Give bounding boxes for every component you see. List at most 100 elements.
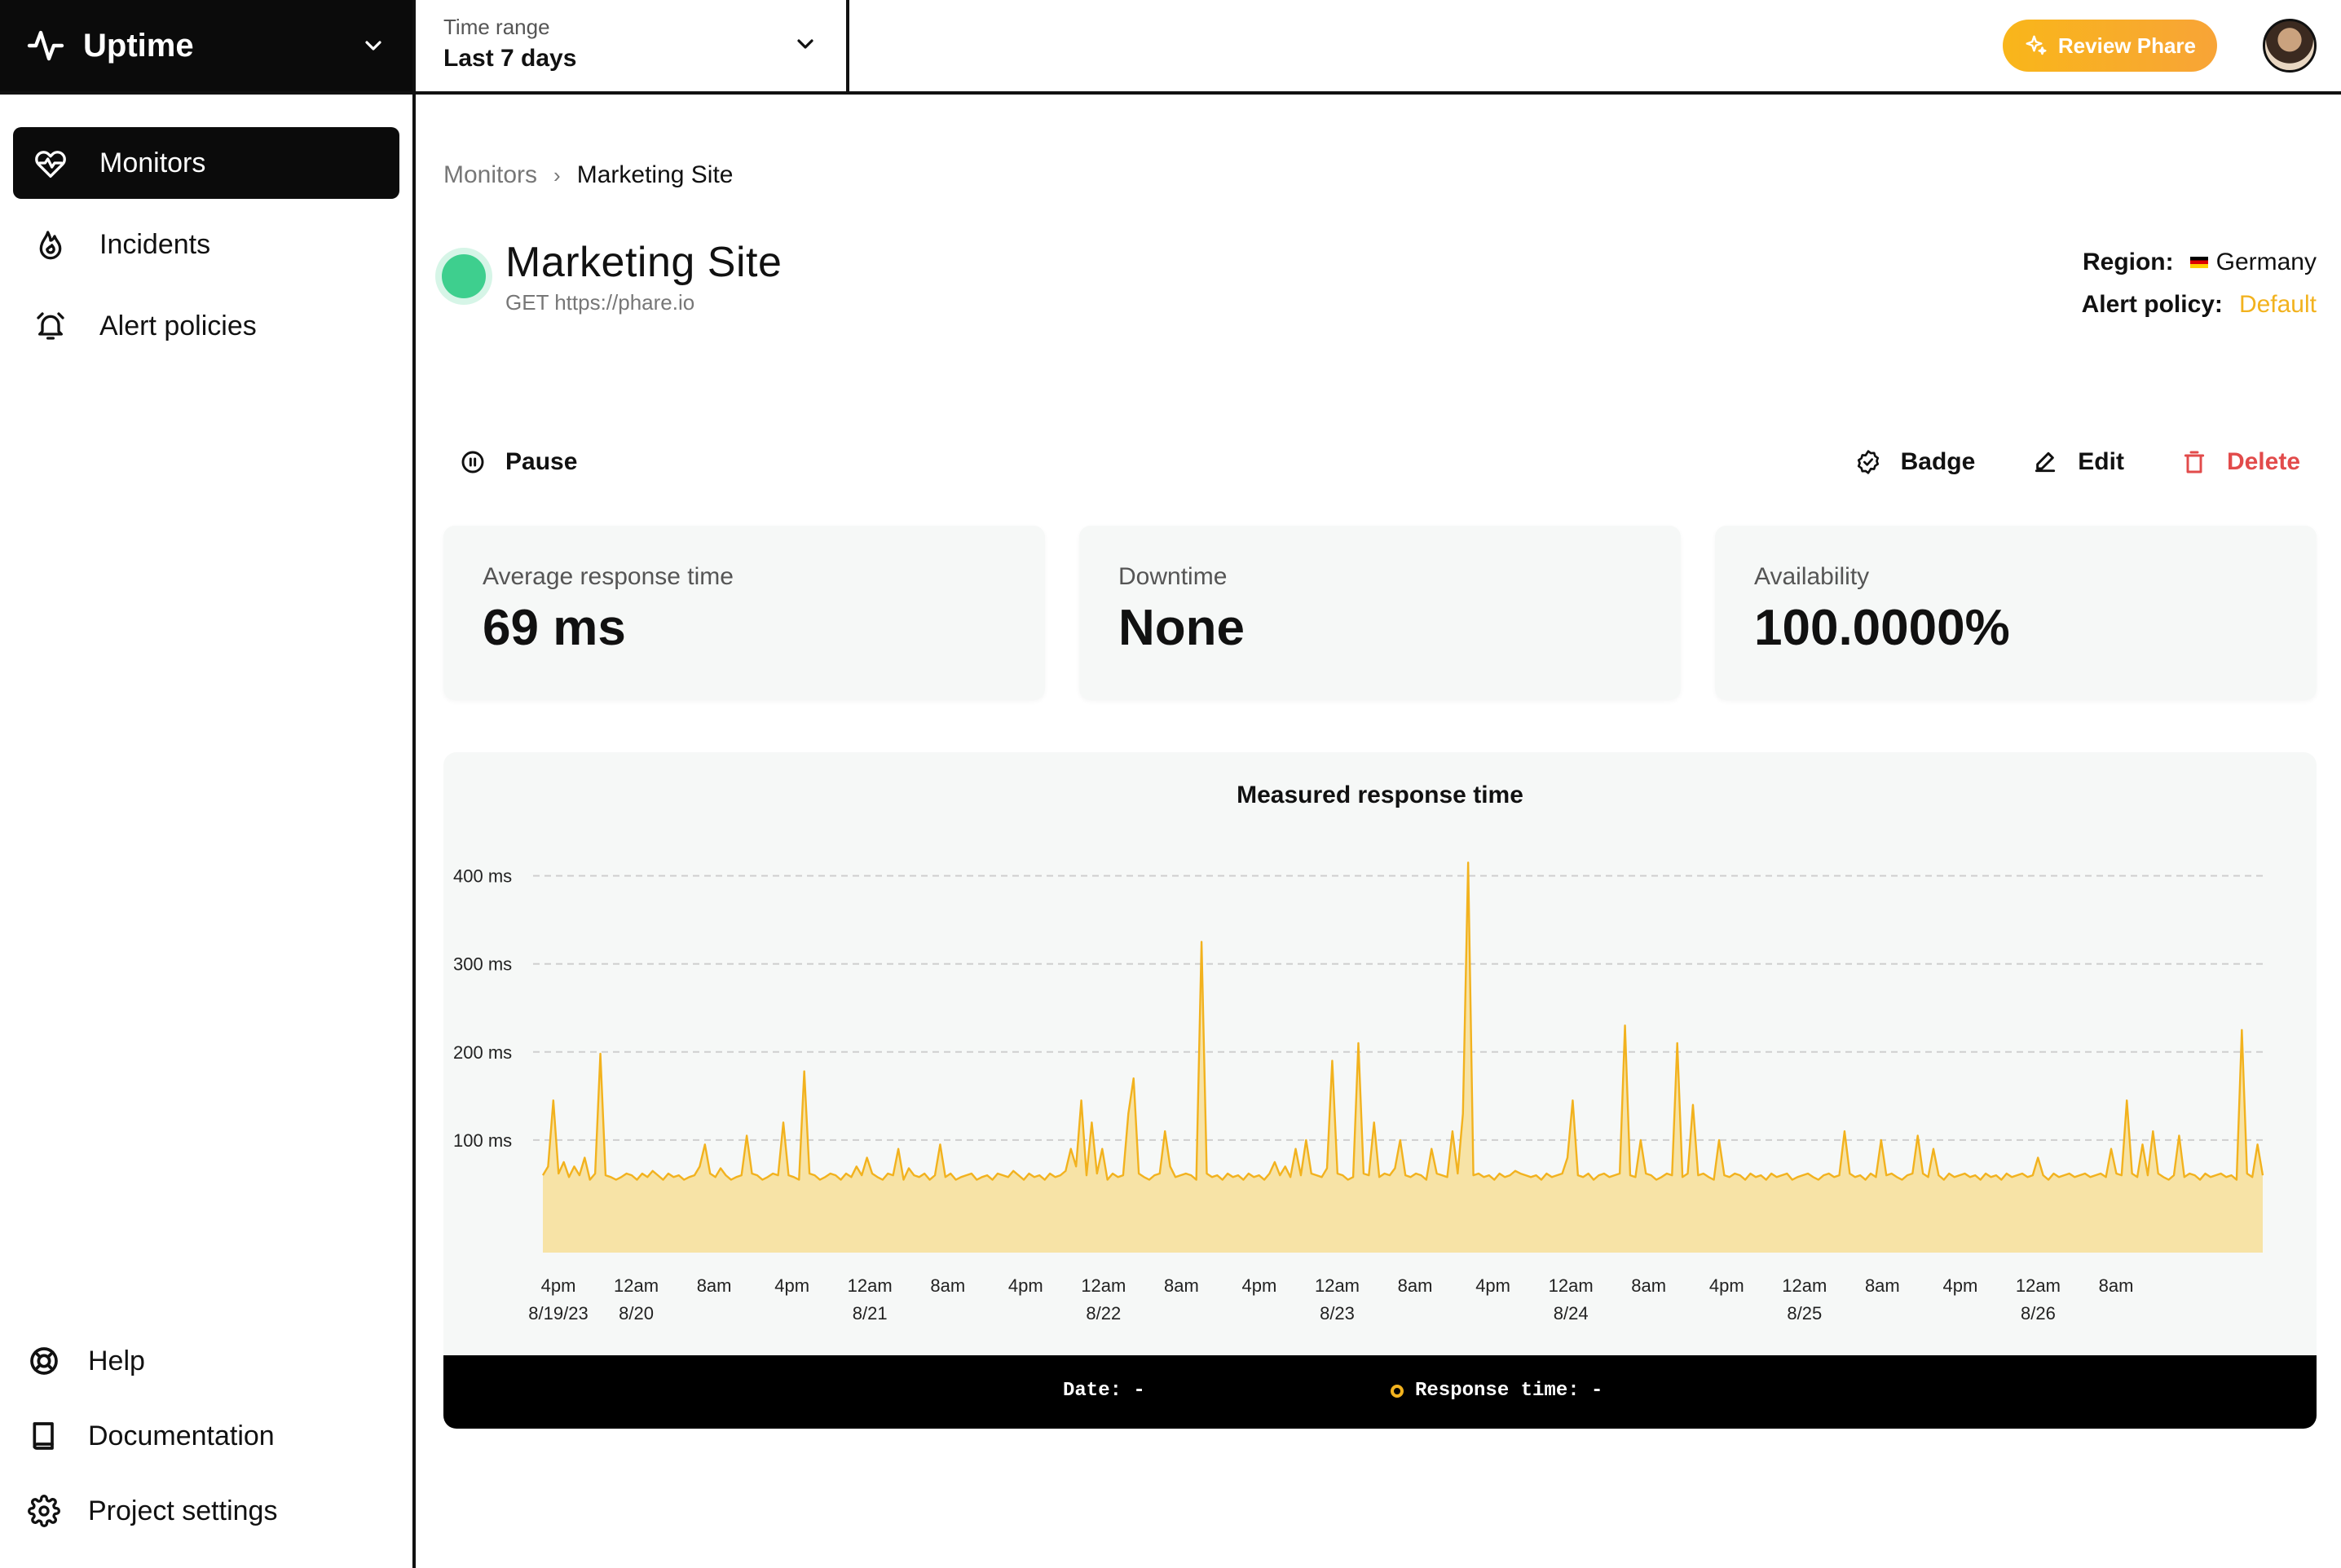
- heart-pulse-icon: [35, 151, 66, 178]
- stat-value: 100.0000%: [1754, 600, 2010, 656]
- stat-label: Downtime: [1118, 563, 1228, 590]
- badge-label: Badge: [1900, 448, 1976, 475]
- main-nav: Monitors Incidents Alert policies: [0, 95, 412, 362]
- x-tick-label: 12am: [1315, 1275, 1360, 1296]
- user-avatar[interactable]: [2263, 19, 2317, 73]
- x-tick-label: 12am: [848, 1275, 893, 1296]
- x-tick-label: 8am: [1865, 1275, 1900, 1296]
- x-tick-date-label: 8/26: [2021, 1303, 2056, 1324]
- delete-label: Delete: [2226, 448, 2300, 475]
- x-tick-label: 12am: [614, 1275, 659, 1296]
- breadcrumb-monitors-link[interactable]: Monitors: [443, 161, 538, 188]
- alert-policy-link[interactable]: Default: [2238, 291, 2317, 318]
- chart-title: Measured response time: [1237, 782, 1523, 808]
- sidebar-item-label: Monitors: [99, 147, 206, 178]
- sidebar-item-label: Incidents: [99, 228, 211, 260]
- monitor-title-block: Marketing Site GET https://phare.io: [505, 238, 782, 315]
- topbar: Time range Last 7 days Review Phare: [416, 0, 2341, 95]
- monitor-header: Marketing Site GET https://phare.io Regi…: [442, 238, 2317, 318]
- x-tick-label: 4pm: [774, 1275, 809, 1296]
- stat-label: Average response time: [483, 563, 734, 590]
- tooltip-response-value: -: [1591, 1380, 1603, 1402]
- x-tick-date-label: 8/24: [1554, 1303, 1589, 1324]
- x-tick-label: 12am: [1549, 1275, 1594, 1296]
- badge-button[interactable]: Badge: [1855, 448, 1976, 476]
- review-phare-label: Review Phare: [2057, 33, 2196, 58]
- main-content: Monitors › Marketing Site Marketing Site…: [419, 98, 2341, 1568]
- stat-card-avg-response: Average response time 69 ms: [443, 526, 1045, 700]
- response-time-chart-card: Measured response time 100 ms 200 ms 300 m…: [443, 752, 2317, 1429]
- x-tick-date-label: 8/20: [619, 1303, 654, 1324]
- project-switcher[interactable]: Uptime: [0, 0, 412, 95]
- series-dot-icon: [1391, 1384, 1404, 1398]
- x-tick-label: 4pm: [1242, 1275, 1277, 1296]
- x-tick-label: 12am: [1782, 1275, 1827, 1296]
- pause-icon: [461, 451, 484, 473]
- monitor-meta: Region: Germany Alert policy: Default: [2082, 241, 2317, 326]
- sidebar: Uptime Monitors Incidents Alert policies…: [0, 0, 416, 1568]
- sidebar-item-label: Documentation: [88, 1420, 275, 1451]
- book-icon: [33, 1422, 54, 1450]
- breadcrumb: Monitors › Marketing Site: [443, 161, 2317, 189]
- x-tick-label: 8am: [1398, 1275, 1433, 1296]
- stat-label: Availability: [1754, 563, 1870, 590]
- delete-button[interactable]: Delete: [2181, 448, 2300, 476]
- germany-flag-icon: [2189, 257, 2208, 268]
- flame-icon: [39, 231, 62, 260]
- y-tick-label: 100 ms: [453, 1130, 512, 1151]
- x-tick-label: 4pm: [1943, 1275, 1978, 1296]
- secondary-nav: Help Documentation Project settings: [0, 1324, 412, 1568]
- stat-value: None: [1118, 600, 1245, 656]
- chart-tooltip-bar: Date: - Response time: -: [443, 1355, 2317, 1429]
- x-tick-label: 8am: [930, 1275, 965, 1296]
- x-tick-label: 4pm: [541, 1275, 576, 1296]
- tooltip-response-label: Response time:: [1415, 1380, 1580, 1402]
- sidebar-item-project-settings[interactable]: Project settings: [24, 1473, 399, 1548]
- tooltip-response: Response time: -: [1391, 1380, 1603, 1402]
- x-tick-date-label: 8/22: [1086, 1303, 1121, 1324]
- y-tick-label: 200 ms: [453, 1042, 512, 1063]
- sidebar-item-label: Project settings: [88, 1495, 278, 1526]
- sidebar-item-alert-policies[interactable]: Alert policies: [13, 290, 399, 362]
- response-time-area: [543, 862, 2263, 1253]
- edit-button[interactable]: Edit: [2032, 448, 2124, 476]
- pencil-icon: [2035, 451, 2056, 473]
- x-tick-label: 8am: [1631, 1275, 1666, 1296]
- sparkles-icon: [2026, 35, 2047, 55]
- page-title: Marketing Site: [505, 239, 783, 286]
- activity-icon: [27, 30, 64, 61]
- y-tick-label: 400 ms: [453, 866, 512, 887]
- response-time-chart[interactable]: 100 ms 200 ms 300 ms 400 ms 4pm 8/19/23 12am 8/…: [443, 834, 2317, 1339]
- sidebar-item-documentation[interactable]: Documentation: [24, 1398, 399, 1473]
- y-tick-label: 300 ms: [453, 954, 512, 975]
- x-tick-label: 4pm: [1008, 1275, 1043, 1296]
- pause-button[interactable]: Pause: [460, 448, 577, 476]
- time-range-select[interactable]: Time range Last 7 days: [416, 0, 849, 91]
- sidebar-item-incidents[interactable]: Incidents: [13, 209, 399, 280]
- tooltip-date-value: -: [1133, 1380, 1145, 1402]
- breadcrumb-current: Marketing Site: [576, 161, 734, 188]
- x-tick-label: 8am: [2099, 1275, 2134, 1296]
- x-tick-date-label: 8/23: [1320, 1303, 1355, 1324]
- trash-icon: [2184, 451, 2205, 473]
- monitor-actions: Pause Badge Edit Delete: [443, 438, 2317, 487]
- project-name: Uptime: [83, 27, 194, 64]
- stat-value: 69 ms: [483, 600, 626, 656]
- x-tick-label: 4pm: [1709, 1275, 1744, 1296]
- pause-label: Pause: [505, 448, 578, 475]
- alert-policy-label: Alert policy:: [2081, 291, 2223, 318]
- review-phare-button[interactable]: Review Phare: [2002, 20, 2217, 72]
- region-row: Region: Germany: [2082, 241, 2317, 284]
- tooltip-date-label: Date:: [1063, 1380, 1122, 1402]
- lifebuoy-icon: [30, 1347, 58, 1375]
- status-indicator: [442, 254, 486, 298]
- sidebar-item-monitors[interactable]: Monitors: [13, 127, 399, 199]
- x-tick-date-label: 8/25: [1787, 1303, 1822, 1324]
- stat-card-downtime: Downtime None: [1079, 526, 1681, 700]
- x-tick-date-label: 8/21: [853, 1303, 888, 1324]
- stat-card-availability: Availability 100.0000%: [1715, 526, 2317, 700]
- alert-policy-row: Alert policy: Default: [2082, 284, 2317, 326]
- sidebar-item-help[interactable]: Help: [24, 1324, 399, 1398]
- x-tick-date-label: 8/19/23: [528, 1303, 588, 1324]
- time-range-value: Last 7 days: [443, 45, 577, 72]
